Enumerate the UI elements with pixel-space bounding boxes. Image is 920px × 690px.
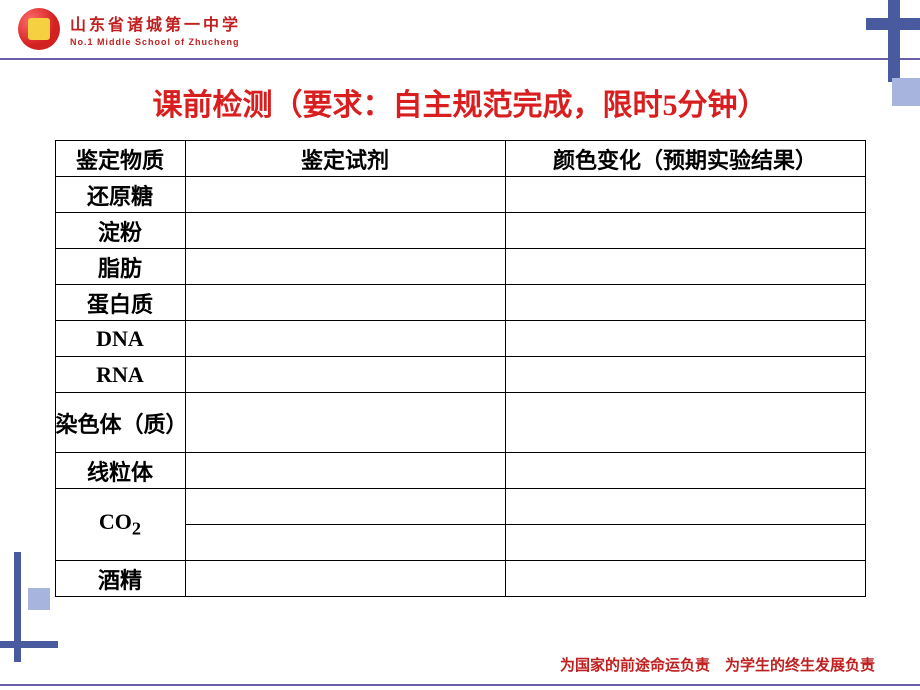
substance-label: 脂肪 <box>55 249 185 285</box>
table-row: 染色体（质） <box>55 393 865 453</box>
table-row: CO2 <box>55 489 865 525</box>
table-row: 脂肪 <box>55 249 865 285</box>
reagent-cell <box>185 285 505 321</box>
reagent-cell <box>185 357 505 393</box>
table-row: 还原糖 <box>55 177 865 213</box>
page-header: 山东省诸城第一中学 No.1 Middle School of Zhucheng <box>0 0 920 60</box>
school-name-chinese: 山东省诸城第一中学 <box>70 11 241 35</box>
school-logo-icon <box>18 8 60 50</box>
corner-decor-bottom-left <box>0 552 58 662</box>
reagent-cell <box>185 393 505 453</box>
result-cell <box>505 453 865 489</box>
page-title: 课前检测（要求：自主规范完成，限时5分钟） <box>0 80 920 124</box>
table-row: 蛋白质 <box>55 285 865 321</box>
result-cell <box>505 321 865 357</box>
result-cell <box>505 525 865 561</box>
substance-label: CO2 <box>55 489 185 561</box>
page-footer-motto: 为国家的前途命运负责 为学生的终生发展负责 <box>560 654 875 675</box>
table-header-2: 颜色变化（预期实验结果） <box>505 141 865 177</box>
result-cell <box>505 357 865 393</box>
substance-label: 酒精 <box>55 561 185 597</box>
result-cell <box>505 561 865 597</box>
table-row: RNA <box>55 357 865 393</box>
reagent-cell <box>185 489 505 525</box>
result-cell <box>505 285 865 321</box>
result-cell <box>505 249 865 285</box>
reagent-cell <box>185 321 505 357</box>
corner-decor-top-right <box>866 0 920 82</box>
footer-rule <box>0 684 920 686</box>
school-name-block: 山东省诸城第一中学 No.1 Middle School of Zhucheng <box>70 11 241 47</box>
substances-table: 鉴定物质鉴定试剂颜色变化（预期实验结果） 还原糖淀粉脂肪蛋白质DNARNA染色体… <box>55 140 866 597</box>
table-row: 酒精 <box>55 561 865 597</box>
substance-label: 线粒体 <box>55 453 185 489</box>
substance-label: 淀粉 <box>55 213 185 249</box>
substance-label: RNA <box>55 357 185 393</box>
substance-label: 蛋白质 <box>55 285 185 321</box>
table-header-0: 鉴定物质 <box>55 141 185 177</box>
result-cell <box>505 213 865 249</box>
substance-label: DNA <box>55 321 185 357</box>
substance-label: 还原糖 <box>55 177 185 213</box>
school-name-english: No.1 Middle School of Zhucheng <box>70 37 241 47</box>
result-cell <box>505 177 865 213</box>
reagent-cell <box>185 561 505 597</box>
result-cell <box>505 393 865 453</box>
reagent-cell <box>185 213 505 249</box>
table-header-1: 鉴定试剂 <box>185 141 505 177</box>
table-row: 线粒体 <box>55 453 865 489</box>
table-row: DNA <box>55 321 865 357</box>
reagent-cell <box>185 249 505 285</box>
result-cell <box>505 489 865 525</box>
reagent-cell <box>185 525 505 561</box>
reagent-cell <box>185 177 505 213</box>
reagent-cell <box>185 453 505 489</box>
substance-label: 染色体（质） <box>55 393 185 453</box>
table-row: 淀粉 <box>55 213 865 249</box>
